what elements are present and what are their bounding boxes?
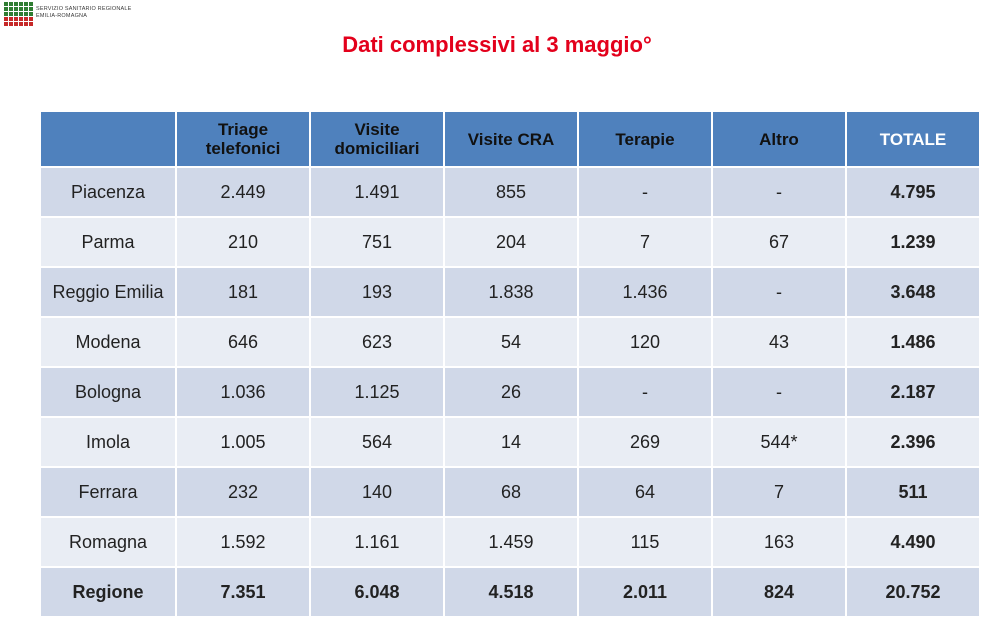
row-label-cell: Bologna (41, 367, 177, 418)
row-label-cell: Regione (41, 567, 177, 618)
table-cell: 181 (176, 267, 311, 318)
table-cell: 623 (310, 317, 445, 368)
total-cell: 4.490 (846, 517, 981, 568)
total-cell: 511 (846, 467, 981, 518)
table-cell: 120 (578, 317, 713, 368)
total-cell: 4.795 (846, 167, 981, 218)
table-cell: 6.048 (310, 567, 445, 618)
table-cell: 1.592 (176, 517, 311, 568)
table-cell: - (578, 167, 713, 218)
table-cell: 269 (578, 417, 713, 468)
table-cell: 140 (310, 467, 445, 518)
table-cell: 67 (712, 217, 847, 268)
table-cell: 564 (310, 417, 445, 468)
table-cell: 2.011 (578, 567, 713, 618)
row-label-cell: Modena (41, 317, 177, 368)
table-cell: 1.005 (176, 417, 311, 468)
logo-line-1: SERVIZIO SANITARIO REGIONALE (36, 6, 132, 12)
table-row: Regione 7.351 6.048 4.518 2.011 824 20.752 (41, 567, 981, 618)
table-row: Reggio Emilia 181 193 1.838 1.436-3.648 (41, 267, 981, 318)
total-cell: 2.187 (846, 367, 981, 418)
table-cell: 7 (712, 467, 847, 518)
table-cell: 824 (712, 567, 847, 618)
table-cell: 2.449 (176, 167, 311, 218)
table-cell: 855 (444, 167, 579, 218)
table-row: Ferrara 232 140 68 64 7 511 (41, 467, 981, 518)
logo-line-2: EMILIA-ROMAGNA (36, 13, 88, 19)
table-cell: 43 (712, 317, 847, 368)
table-cell: 1.036 (176, 367, 311, 418)
row-label-cell: Parma (41, 217, 177, 268)
data-table: Triage telefonici Visite domiciliari Vis… (41, 112, 981, 618)
table-row: Modena 646 623 54 120 43 1.486 (41, 317, 981, 368)
table-row: Parma 210 751 204 7 67 1.239 (41, 217, 981, 268)
table-cell: 646 (176, 317, 311, 368)
table-cell: - (712, 367, 847, 418)
row-label-cell: Reggio Emilia (41, 267, 177, 318)
table-cell: - (712, 167, 847, 218)
table-cell: 115 (578, 517, 713, 568)
table-cell: 68 (444, 467, 579, 518)
logo-text: SERVIZIO SANITARIO REGIONALE EMILIA-ROMA… (36, 6, 132, 20)
table-cell: - (712, 267, 847, 318)
table-cell: 210 (176, 217, 311, 268)
table-cell: 1.161 (310, 517, 445, 568)
total-cell: 1.486 (846, 317, 981, 368)
table-cell: 193 (310, 267, 445, 318)
header-cell-visite-domiciliari: Visite domiciliari (310, 112, 445, 168)
header-cell-terapie: Terapie (578, 112, 713, 168)
header-cell-altro: Altro (712, 112, 847, 168)
header-cell-visite-cra: Visite CRA (444, 112, 579, 168)
page-title: Dati complessivi al 3 maggio° (342, 32, 652, 57)
table-row: Bologna 1.036 1.125 26- -2.187 (41, 367, 981, 418)
table-cell: 4.518 (444, 567, 579, 618)
table-cell: 1.838 (444, 267, 579, 318)
table-cell: 26 (444, 367, 579, 418)
table-cell: 1.459 (444, 517, 579, 568)
table-cell: 7 (578, 217, 713, 268)
table-cell: 1.491 (310, 167, 445, 218)
row-label-cell: Romagna (41, 517, 177, 568)
row-label-cell: Ferrara (41, 467, 177, 518)
logo: SERVIZIO SANITARIO REGIONALE EMILIA-ROMA… (4, 2, 132, 26)
row-label-cell: Piacenza (41, 167, 177, 218)
table-cell: 1.436 (578, 267, 713, 318)
table-header-row: Triage telefonici Visite domiciliari Vis… (41, 112, 981, 168)
table-cell: 14 (444, 417, 579, 468)
table-cell: 163 (712, 517, 847, 568)
table-row: Piacenza 2.449 1.491 855- -4.795 (41, 167, 981, 218)
header-cell-totale: TOTALE (846, 112, 981, 168)
table-cell: 7.351 (176, 567, 311, 618)
table-row: Imola 1.005 564 14 269 544* 2.396 (41, 417, 981, 468)
total-cell: 1.239 (846, 217, 981, 268)
header-cell-triage: Triage telefonici (176, 112, 311, 168)
total-cell: 3.648 (846, 267, 981, 318)
total-cell: 2.396 (846, 417, 981, 468)
table-cell: 1.125 (310, 367, 445, 418)
table-cell: 232 (176, 467, 311, 518)
table-cell: 204 (444, 217, 579, 268)
header-cell-region (41, 112, 177, 168)
row-label-cell: Imola (41, 417, 177, 468)
total-cell: 20.752 (846, 567, 981, 618)
table-cell: 751 (310, 217, 445, 268)
logo-grid-icon (4, 2, 33, 26)
table-cell: 54 (444, 317, 579, 368)
table-row: Romagna 1.592 1.161 1.459 115 163 4.490 (41, 517, 981, 568)
table-cell: 544* (712, 417, 847, 468)
table-cell: - (578, 367, 713, 418)
table-cell: 64 (578, 467, 713, 518)
